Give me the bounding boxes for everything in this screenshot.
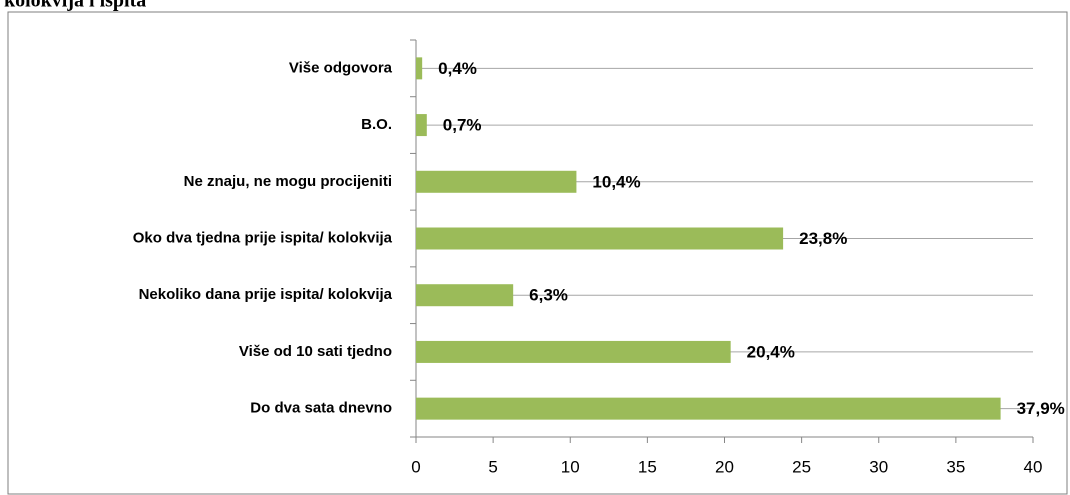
y-tick-label: Do dva sata dnevno (250, 400, 392, 417)
bar (416, 397, 1001, 420)
x-tick-label: 40 (1024, 457, 1043, 476)
bar (416, 284, 514, 307)
data-label: 20,4% (747, 342, 795, 361)
y-tick-label: Ne znaju, ne mogu procijeniti (184, 173, 392, 190)
bar (416, 227, 784, 250)
x-tick-label: 5 (488, 457, 497, 476)
data-label: 37,9% (1017, 399, 1065, 418)
chart-border (7, 11, 1068, 495)
x-tick-label: 15 (638, 457, 657, 476)
bar (416, 340, 731, 363)
y-tick-label: Oko dva tjedna prije ispita/ kolokvija (133, 229, 393, 246)
data-label: 6,3% (529, 286, 568, 305)
y-tick-label: Više odgovora (289, 59, 393, 76)
data-label: 10,4% (592, 172, 640, 191)
x-tick-label: 35 (946, 457, 965, 476)
x-tick-label: 0 (411, 457, 420, 476)
data-label: 0,7% (443, 116, 482, 135)
bar (416, 170, 577, 193)
x-tick-label: 30 (869, 457, 888, 476)
data-label: 0,4% (438, 59, 477, 78)
bar (416, 57, 423, 80)
y-tick-label: Više od 10 sati tjedno (239, 343, 392, 360)
data-label: 23,8% (799, 229, 847, 248)
x-tick-label: 10 (561, 457, 580, 476)
bar (416, 114, 427, 137)
y-tick-label: B.O. (361, 116, 392, 133)
x-tick-label: 25 (792, 457, 811, 476)
y-tick-label: Nekoliko dana prije ispita/ kolokvija (139, 286, 393, 303)
chart-title: kolokvija i ispita (4, 0, 146, 12)
x-tick-label: 20 (715, 457, 734, 476)
